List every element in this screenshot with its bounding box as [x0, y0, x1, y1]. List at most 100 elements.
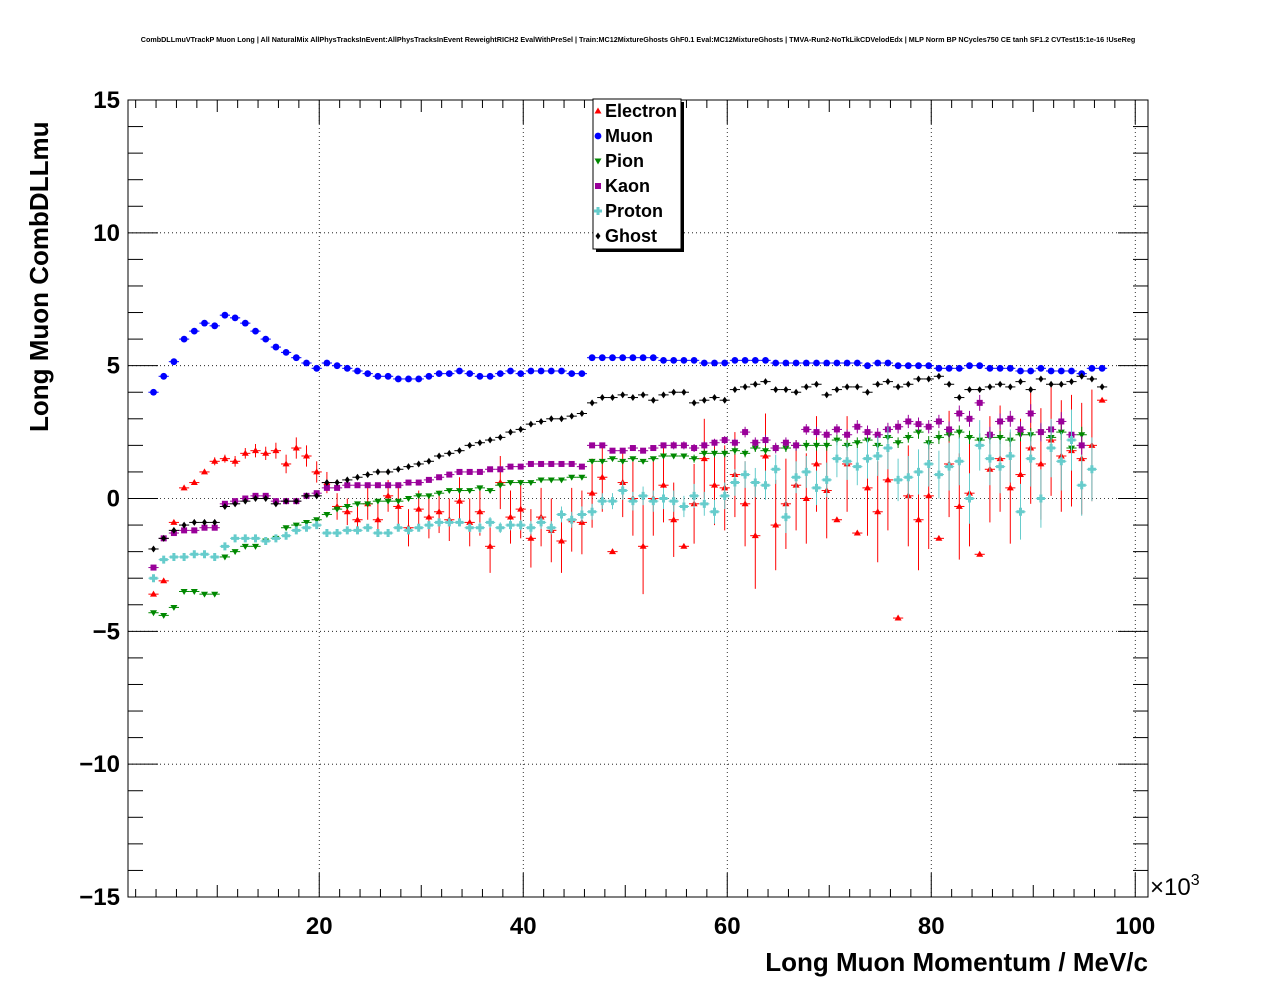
- data-point: [1079, 372, 1085, 380]
- data-point: [579, 409, 585, 417]
- data-point: [150, 564, 157, 571]
- data-point: [721, 450, 729, 457]
- legend-label-kaon: Kaon: [605, 176, 650, 196]
- data-point: [466, 468, 473, 475]
- data-point: [751, 356, 759, 364]
- data-point: [518, 425, 524, 433]
- data-point: [844, 431, 851, 438]
- data-point: [752, 380, 758, 388]
- data-point: [690, 456, 698, 463]
- legend-marker-ghost: [595, 232, 601, 240]
- data-point: [334, 484, 341, 491]
- data-point: [997, 380, 1003, 388]
- data-point: [865, 388, 870, 396]
- y-tick-label: 15: [93, 87, 120, 114]
- data-point: [547, 477, 555, 484]
- data-point: [354, 482, 361, 489]
- legend-marker-pion: [594, 158, 602, 165]
- data-point: [711, 450, 718, 457]
- data-point: [802, 359, 810, 367]
- data-point: [955, 364, 963, 372]
- data-point: [558, 537, 565, 544]
- data-point: [406, 463, 411, 471]
- data-point: [1016, 507, 1025, 516]
- data-point: [497, 466, 504, 473]
- data-point: [610, 394, 615, 402]
- data-point: [1036, 494, 1045, 503]
- data-point: [945, 462, 954, 471]
- data-point: [568, 474, 576, 481]
- data-point: [252, 543, 259, 550]
- data-point: [1047, 367, 1055, 375]
- data-point: [557, 510, 566, 519]
- data-point: [639, 354, 647, 362]
- data-point: [976, 399, 983, 406]
- data-point: [415, 375, 423, 383]
- data-point: [649, 354, 657, 362]
- data-point: [772, 445, 779, 452]
- legend-marker-electron: [594, 107, 602, 114]
- data-point: [730, 478, 739, 487]
- data-point: [415, 505, 423, 512]
- data-point: [312, 521, 321, 530]
- data-point: [915, 516, 922, 523]
- data-point: [1098, 396, 1106, 403]
- data-point: [731, 448, 739, 455]
- data-point: [742, 429, 749, 436]
- data-point: [956, 410, 963, 417]
- data-point: [211, 322, 219, 330]
- data-point: [548, 460, 555, 467]
- data-point: [333, 529, 342, 538]
- data-point: [374, 372, 382, 380]
- data-point: [1057, 367, 1065, 375]
- data-point: [833, 359, 841, 367]
- data-point: [926, 375, 932, 383]
- data-point: [700, 499, 709, 508]
- data-point: [517, 505, 525, 512]
- data-point: [1017, 367, 1024, 375]
- data-point: [486, 542, 494, 549]
- data-point: [864, 362, 871, 370]
- data-point: [742, 383, 748, 391]
- x-axis-title: Long Muon Momentum / MeV/c: [765, 947, 1148, 977]
- data-point: [691, 445, 698, 452]
- data-point: [425, 493, 433, 500]
- data-point: [976, 362, 984, 370]
- data-point: [669, 497, 678, 506]
- data-point: [894, 614, 902, 621]
- data-point: [1069, 378, 1074, 386]
- data-point: [487, 466, 494, 473]
- series-proton: [148, 409, 1097, 583]
- data-point: [832, 454, 841, 463]
- data-point: [823, 431, 830, 438]
- data-point: [762, 452, 769, 459]
- data-point: [201, 319, 208, 327]
- data-point: [588, 354, 596, 362]
- data-point: [282, 348, 290, 356]
- data-point: [465, 523, 474, 532]
- data-point: [792, 359, 800, 367]
- data-point: [569, 412, 575, 420]
- data-point: [853, 359, 861, 367]
- data-point: [875, 380, 881, 388]
- data-point: [619, 447, 626, 454]
- data-point: [609, 447, 616, 454]
- data-point: [711, 439, 718, 446]
- data-point: [425, 476, 432, 483]
- data-point: [1027, 367, 1035, 375]
- data-point: [639, 491, 648, 500]
- data-point: [824, 391, 830, 399]
- data-point: [863, 454, 872, 463]
- data-point: [762, 356, 769, 364]
- data-point: [273, 500, 279, 508]
- data-point: [1006, 364, 1014, 372]
- data-point: [1068, 367, 1075, 375]
- data-point: [527, 460, 534, 467]
- data-point: [895, 383, 901, 391]
- data-point: [679, 502, 688, 511]
- data-point: [874, 359, 882, 367]
- data-point: [405, 496, 412, 502]
- data-point: [160, 372, 168, 380]
- data-point: [976, 550, 984, 557]
- data-point: [150, 388, 157, 396]
